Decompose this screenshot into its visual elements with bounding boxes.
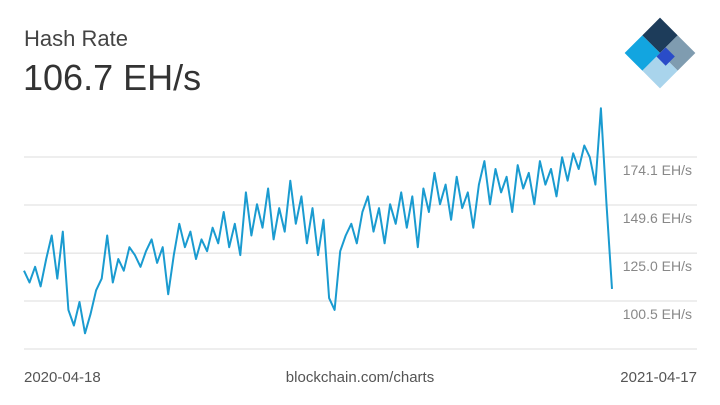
y-tick-label: 100.5 EH/s bbox=[623, 306, 692, 322]
x-tick-label: 2020-04-18 bbox=[24, 369, 101, 386]
current-value: 106.7 EH/s bbox=[23, 57, 201, 98]
y-tick-label: 125.0 EH/s bbox=[623, 258, 692, 274]
y-tick-label: 149.6 EH/s bbox=[623, 210, 692, 226]
y-tick-label: 174.1 EH/s bbox=[623, 162, 692, 178]
source: blockchain.com/charts bbox=[286, 369, 434, 386]
chart-title: Hash Rate bbox=[24, 26, 128, 51]
logo bbox=[624, 17, 696, 89]
data-line bbox=[23, 107, 613, 335]
x-tick-label: 2021-04-17 bbox=[620, 369, 697, 386]
